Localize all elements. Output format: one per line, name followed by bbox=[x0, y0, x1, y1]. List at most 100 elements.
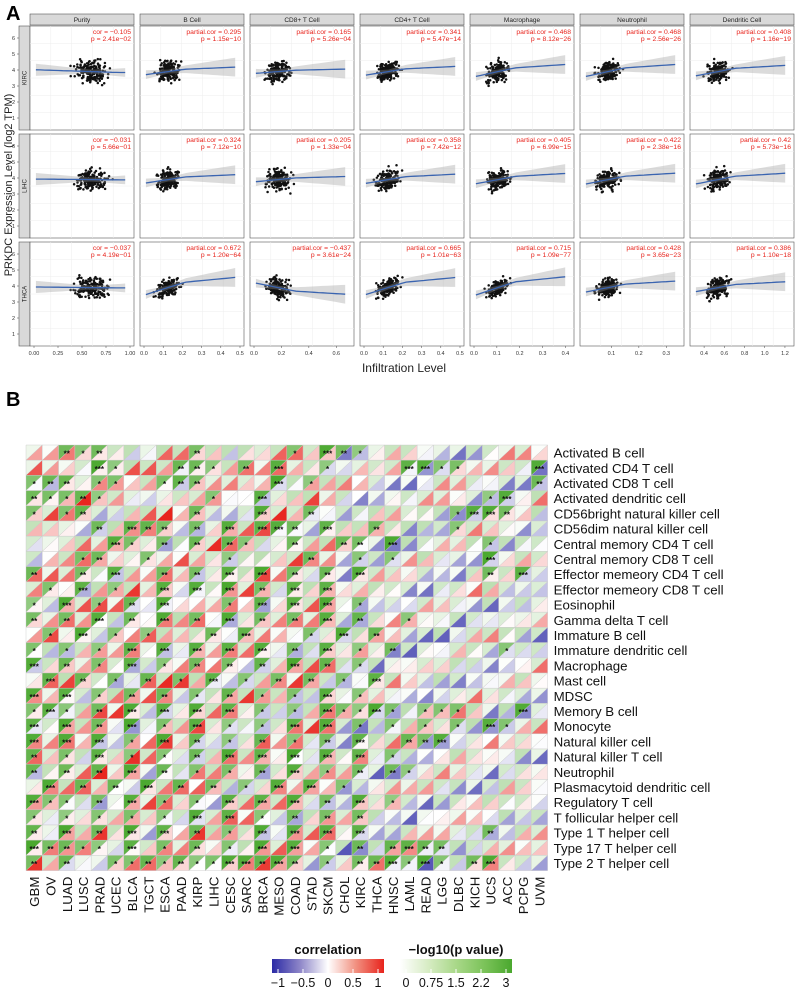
data-point bbox=[79, 66, 83, 69]
data-point bbox=[74, 67, 78, 71]
heatmap-cell bbox=[25, 550, 43, 568]
heatmap-cell bbox=[514, 550, 532, 568]
data-point bbox=[400, 169, 404, 172]
correlation-label: partial.cor = 0.42 bbox=[740, 137, 791, 144]
data-point bbox=[488, 79, 492, 82]
heatmap-cell bbox=[106, 490, 125, 507]
heatmap-cell bbox=[367, 550, 386, 568]
data-point bbox=[92, 174, 96, 177]
data-point bbox=[276, 293, 279, 297]
data-point bbox=[601, 294, 604, 297]
heatmap-cell bbox=[384, 566, 402, 583]
heatmap-cell: ** bbox=[188, 535, 206, 552]
heatmap-cell: ** bbox=[286, 566, 304, 583]
heatmap-cell bbox=[237, 505, 255, 522]
heatmap-cell bbox=[384, 505, 402, 522]
heatmap-cell: ** bbox=[90, 550, 109, 568]
heatmap-cell bbox=[188, 550, 206, 568]
p-value-label: p = 2.38e−16 bbox=[641, 144, 681, 151]
heatmap-cell bbox=[367, 474, 386, 492]
heatmap-cell bbox=[221, 444, 239, 461]
data-point bbox=[94, 282, 97, 286]
x-tick-label: 0.4 bbox=[437, 351, 445, 357]
heatmap-cell: ** bbox=[155, 520, 174, 537]
data-point bbox=[725, 274, 728, 278]
data-point bbox=[611, 75, 614, 78]
data-point bbox=[504, 78, 508, 81]
data-point bbox=[283, 77, 287, 81]
data-point bbox=[162, 78, 165, 82]
data-point bbox=[711, 75, 714, 79]
heatmap-cell: ** bbox=[139, 520, 157, 537]
significance-stars: ** bbox=[292, 541, 299, 550]
heatmap-cell bbox=[514, 505, 532, 522]
data-point bbox=[88, 179, 92, 183]
y-tick-label: 5 bbox=[12, 268, 15, 274]
data-point bbox=[723, 72, 726, 76]
data-point bbox=[501, 288, 504, 292]
data-point bbox=[724, 78, 728, 82]
data-point bbox=[156, 185, 159, 189]
facet-column-header: Neutrophil bbox=[579, 13, 685, 26]
data-point bbox=[289, 192, 292, 195]
heatmap-cell bbox=[90, 505, 109, 522]
data-point bbox=[611, 172, 615, 175]
heatmap-cell: ** bbox=[286, 535, 304, 552]
x-tick-label: 0.0 bbox=[140, 351, 148, 357]
significance-stars: ** bbox=[504, 510, 511, 519]
data-point bbox=[76, 277, 79, 280]
data-point bbox=[391, 289, 394, 293]
heatmap-cell bbox=[530, 505, 549, 522]
facet-column-header: Macrophage bbox=[469, 13, 575, 26]
heatmap-cell: *** bbox=[269, 520, 288, 537]
heatmap-cell bbox=[416, 550, 435, 568]
data-point bbox=[611, 290, 614, 293]
data-point bbox=[720, 71, 724, 74]
heatmap-cell: ** bbox=[74, 566, 92, 583]
data-point bbox=[608, 61, 611, 64]
fit-line bbox=[695, 64, 786, 77]
data-point bbox=[102, 183, 106, 186]
heatmap-cell bbox=[41, 535, 60, 552]
heatmap-cell bbox=[155, 444, 174, 461]
heatmap-cell: * bbox=[351, 550, 369, 568]
significance-stars: ** bbox=[324, 571, 331, 580]
significance-stars: ** bbox=[227, 541, 234, 550]
facet-strip bbox=[359, 13, 465, 26]
data-point bbox=[158, 77, 162, 81]
data-point bbox=[724, 76, 728, 79]
heatmap-cell: ** bbox=[221, 535, 239, 552]
correlation-label: partial.cor = 0.205 bbox=[296, 137, 351, 144]
heatmap-cell bbox=[286, 490, 304, 507]
significance-stars: ** bbox=[96, 556, 103, 565]
heatmap-cell: ** bbox=[58, 474, 76, 492]
data-point bbox=[719, 183, 723, 187]
heatmap-cell bbox=[367, 459, 386, 476]
data-point bbox=[280, 187, 283, 190]
data-point bbox=[597, 293, 601, 296]
facet-strip bbox=[689, 13, 795, 26]
data-point bbox=[711, 67, 715, 71]
data-point bbox=[726, 183, 730, 186]
heatmap-cell bbox=[384, 444, 402, 461]
data-point bbox=[84, 169, 88, 172]
heatmap-cell bbox=[384, 520, 402, 537]
data-point bbox=[500, 78, 504, 82]
data-point bbox=[284, 187, 288, 191]
data-point bbox=[97, 290, 100, 293]
heatmap-cell: * bbox=[25, 505, 43, 522]
significance-stars: *** bbox=[502, 495, 512, 504]
significance-stars: *** bbox=[258, 510, 268, 519]
data-point bbox=[173, 78, 176, 82]
data-point bbox=[165, 292, 168, 296]
data-point bbox=[85, 62, 89, 65]
data-point bbox=[272, 77, 276, 81]
heatmap-cell bbox=[269, 535, 288, 552]
data-point bbox=[283, 296, 286, 299]
data-point bbox=[89, 279, 92, 282]
data-point bbox=[166, 174, 169, 177]
data-point bbox=[159, 75, 163, 78]
